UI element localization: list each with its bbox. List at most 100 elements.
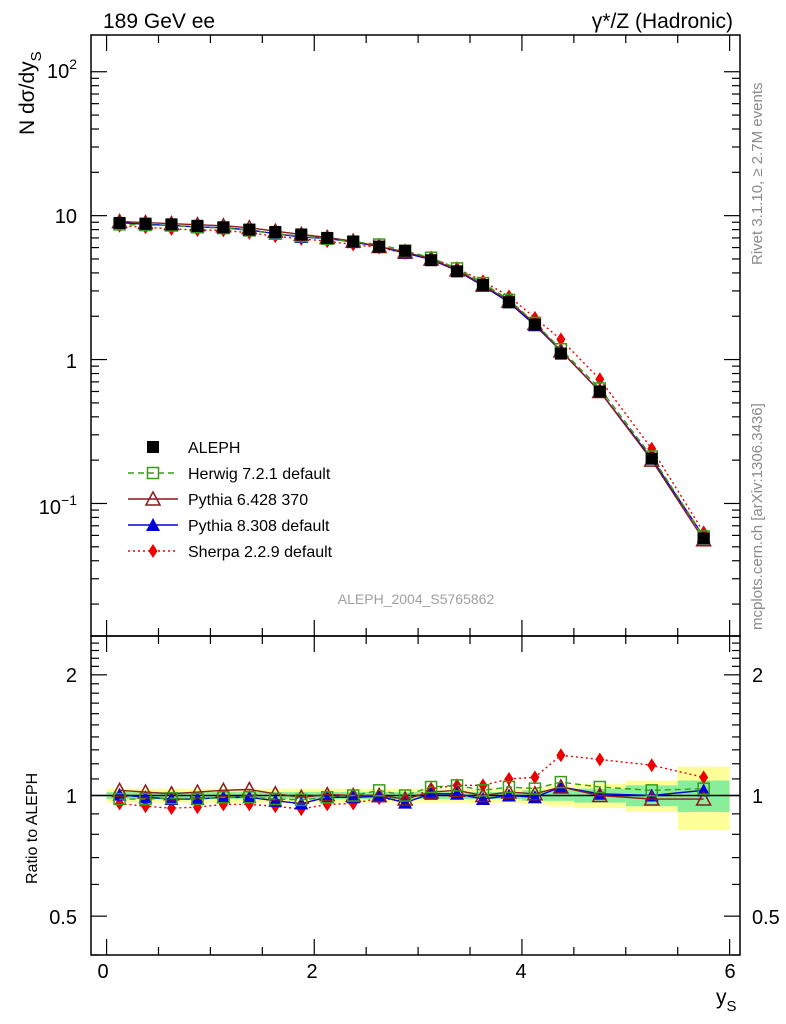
ratio-y-tick-label-2: 2 bbox=[66, 665, 77, 687]
legend-label-sherpa: Sherpa 2.2.9 default bbox=[188, 544, 333, 561]
main-point-data bbox=[347, 235, 360, 248]
ratio-point-herwig bbox=[554, 775, 568, 789]
legend-label-herwig: Herwig 7.2.1 default bbox=[188, 466, 331, 483]
main-panel-series bbox=[111, 212, 712, 547]
main-point-data bbox=[697, 532, 710, 545]
ratio-point-herwig bbox=[320, 790, 334, 804]
ratio-point-pythia8 bbox=[346, 790, 361, 804]
ratio-point-sherpa bbox=[504, 771, 514, 786]
main-y-tick-label-10: 10 bbox=[55, 206, 77, 228]
ratio-y-axis-label: Ratio to ALEPH bbox=[24, 773, 41, 884]
ratio-point-pythia6 bbox=[111, 781, 128, 798]
ratio-point-pythia6 bbox=[552, 778, 570, 794]
ratio-y-tick-label-2-right: 2 bbox=[752, 665, 763, 687]
ratio-point-sherpa bbox=[556, 748, 566, 763]
ratio-point-pythia6 bbox=[396, 790, 414, 806]
legend-marker-data bbox=[147, 441, 159, 453]
main-y-tick-label-1: 1 bbox=[66, 351, 77, 373]
main-y-tick-label-0.1: 10−1 bbox=[39, 492, 77, 519]
ratio-point-herwig bbox=[424, 780, 438, 794]
ratio-point-pythia8 bbox=[424, 786, 439, 800]
main-point-data bbox=[373, 240, 386, 253]
main-point-data bbox=[554, 347, 567, 360]
main-y-tick-label-100: 102 bbox=[47, 56, 77, 83]
legend-marker-pythia6 bbox=[144, 490, 162, 506]
legend-label-pythia8: Pythia 8.308 default bbox=[188, 518, 330, 535]
main-point-data bbox=[476, 278, 489, 291]
header-right: γ*/Z (Hadronic) bbox=[592, 10, 733, 33]
ratio-point-herwig bbox=[243, 790, 256, 804]
ratio-point-sherpa bbox=[595, 752, 605, 767]
main-point-data bbox=[269, 225, 282, 238]
legend-entry-data: ALEPH bbox=[147, 440, 240, 457]
x-tick-label-4: 4 bbox=[515, 961, 526, 983]
main-point-data bbox=[425, 254, 438, 267]
ratio-point-pythia6 bbox=[448, 781, 466, 798]
ratio-point-herwig bbox=[697, 782, 710, 795]
ratio-point-sherpa bbox=[699, 770, 709, 785]
main-point-data bbox=[217, 221, 230, 234]
main-point-sherpa bbox=[647, 441, 657, 456]
ratio-line-herwig bbox=[119, 781, 704, 801]
ratio-point-pythia6 bbox=[695, 790, 712, 806]
ratio-point-pythia6 bbox=[500, 783, 518, 799]
main-point-data bbox=[165, 218, 178, 231]
main-series-data bbox=[113, 216, 710, 545]
ratio-point-pythia6 bbox=[422, 783, 440, 799]
ratio-point-herwig bbox=[476, 784, 490, 797]
ratio-point-herwig bbox=[269, 792, 282, 806]
legend-label-pythia6: Pythia 6.428 370 bbox=[188, 492, 308, 509]
main-line-pythia8 bbox=[119, 221, 705, 537]
main-point-data bbox=[593, 385, 606, 398]
source-label: mcplots.cern.ch [arXiv:1306.3436] bbox=[749, 403, 766, 630]
legend-marker-sherpa bbox=[148, 544, 158, 558]
legend: ALEPH Herwig 7.2.1 default Pythia 6.428 37… bbox=[128, 440, 333, 561]
ratio-point-pythia6 bbox=[189, 783, 206, 799]
main-point-data bbox=[451, 265, 464, 278]
legend-entry-pythia6: Pythia 6.428 370 bbox=[128, 490, 308, 509]
ratio-point-pythia6 bbox=[215, 781, 232, 798]
ratio-point-herwig bbox=[593, 780, 607, 794]
ratio-point-pythia6 bbox=[137, 783, 154, 799]
x-tick-label-0: 0 bbox=[97, 961, 108, 983]
ratio-point-herwig bbox=[528, 782, 542, 795]
ratio-panel-series bbox=[111, 748, 712, 817]
main-point-data bbox=[139, 217, 152, 230]
ratio-point-sherpa bbox=[530, 770, 540, 785]
ratio-point-herwig bbox=[113, 792, 126, 806]
main-point-data bbox=[528, 318, 541, 331]
ratio-point-herwig bbox=[450, 779, 464, 792]
ratio-point-herwig bbox=[372, 784, 386, 797]
legend-entry-sherpa: Sherpa 2.2.9 default bbox=[128, 544, 333, 561]
legend-marker-pythia8 bbox=[146, 518, 160, 531]
ratio-y-tick-label-0.5-right: 0.5 bbox=[752, 907, 780, 929]
main-point-data bbox=[113, 216, 126, 229]
ratio-y-tick-label-1: 1 bbox=[66, 786, 77, 808]
ratio-point-herwig bbox=[502, 780, 516, 794]
x-tick-label-6: 6 bbox=[724, 961, 735, 983]
legend-label-data: ALEPH bbox=[188, 440, 240, 457]
ratio-y-tick-label-0.5: 0.5 bbox=[49, 907, 77, 929]
ratio-point-herwig bbox=[165, 791, 178, 805]
main-point-data bbox=[645, 452, 658, 465]
main-point-sherpa bbox=[556, 332, 566, 347]
ratio-point-herwig bbox=[398, 789, 412, 802]
ratio-point-herwig bbox=[191, 792, 204, 806]
ratio-point-herwig bbox=[295, 793, 308, 807]
ratio-point-pythia6 bbox=[474, 786, 492, 803]
main-point-data bbox=[295, 228, 308, 241]
ratio-point-herwig bbox=[346, 789, 360, 802]
main-line-sherpa bbox=[119, 225, 705, 533]
ratio-point-pythia6 bbox=[643, 790, 660, 806]
main-point-data bbox=[502, 296, 515, 309]
main-point-data bbox=[321, 231, 334, 244]
analysis-watermark: ALEPH_2004_S5765862 bbox=[338, 591, 495, 607]
ratio-point-pythia6 bbox=[318, 786, 336, 802]
ratio-point-pythia8 bbox=[138, 790, 153, 804]
main-point-data bbox=[399, 244, 412, 257]
ratio-point-herwig bbox=[139, 792, 152, 806]
legend-marker-herwig bbox=[146, 466, 160, 480]
ratio-point-herwig bbox=[645, 784, 658, 797]
main-line-herwig bbox=[119, 223, 705, 537]
rivet-version-label: Rivet 3.1.10, ≥ 2.7M events bbox=[749, 83, 766, 266]
